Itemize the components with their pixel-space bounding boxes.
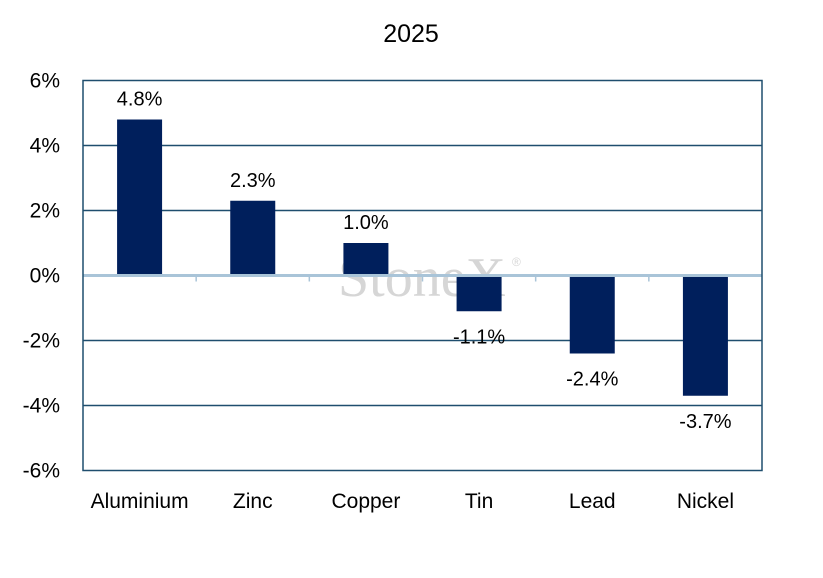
data-label: -2.4%	[566, 369, 618, 391]
category-label: Copper	[331, 490, 400, 513]
watermark-registered-mark: ®	[512, 255, 521, 269]
chart-title: 2025	[383, 20, 439, 48]
y-tick-label: -6%	[23, 460, 60, 483]
plot-frame	[82, 79, 763, 472]
grid	[83, 144, 762, 407]
y-tick-label: 0%	[30, 265, 60, 288]
bars	[117, 119, 728, 396]
y-tick-label: 2%	[30, 200, 60, 223]
data-label: 4.8%	[117, 89, 163, 111]
y-tick-label: -4%	[23, 395, 60, 418]
y-tick-label: 6%	[30, 70, 60, 93]
data-label: -3.7%	[679, 411, 731, 433]
data-label: 2.3%	[230, 170, 276, 192]
data-labels: 4.8% 2.3% 1.0% -1.1% -2.4% -3.7%	[117, 89, 732, 433]
y-tick-label: 4%	[30, 135, 60, 158]
bar-copper	[343, 243, 389, 276]
category-label: Lead	[569, 490, 616, 513]
y-tick-label: -2%	[23, 330, 60, 353]
bar-lead	[569, 275, 615, 354]
category-label: Aluminium	[91, 490, 189, 513]
category-label: Nickel	[677, 490, 734, 513]
category-label: Zinc	[233, 490, 273, 513]
data-label: -1.1%	[453, 326, 505, 348]
bar-aluminium	[117, 119, 163, 276]
zero-line	[83, 274, 762, 282]
bar-tin	[456, 275, 502, 312]
category-label: Tin	[465, 490, 493, 513]
data-label: 1.0%	[343, 212, 389, 234]
x-axis-category-labels: Aluminium Zinc Copper Tin Lead Nickel	[91, 490, 734, 513]
y-axis-tick-labels: 6% 4% 2% 0% -2% -4% -6%	[23, 70, 60, 483]
bar-nickel	[682, 275, 728, 396]
bar-zinc	[230, 200, 276, 276]
